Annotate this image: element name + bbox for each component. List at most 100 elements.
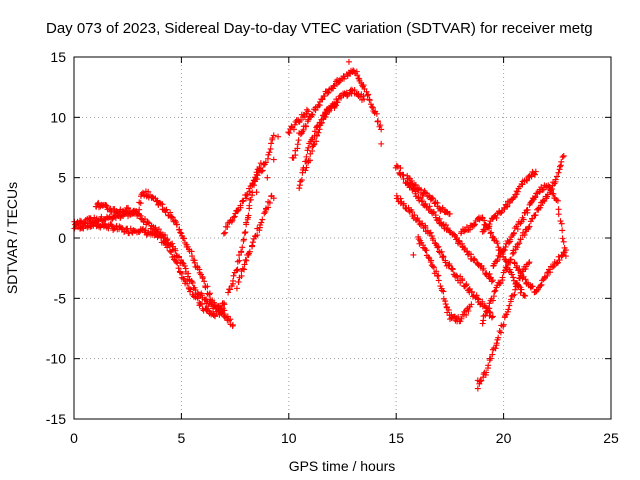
data-point: [511, 291, 518, 298]
data-point: [555, 169, 562, 176]
data-point: [229, 277, 236, 284]
data-point: [76, 217, 83, 224]
y-tick-label: -15: [46, 411, 66, 427]
data-point: [439, 205, 446, 212]
data-point: [145, 188, 152, 195]
data-point: [241, 266, 248, 273]
data-point: [508, 271, 515, 278]
y-tick-label: 5: [58, 170, 66, 186]
grid-lines: [74, 57, 611, 419]
data-point: [536, 189, 543, 196]
data-point: [449, 266, 456, 273]
data-point: [430, 264, 437, 271]
data-point: [189, 279, 196, 286]
data-point: [517, 236, 524, 243]
data-point: [458, 315, 465, 322]
data-point: [474, 377, 481, 384]
data-point: [246, 188, 253, 195]
data-point: [412, 190, 419, 197]
data-point: [192, 286, 199, 293]
data-point: [173, 258, 180, 265]
data-point: [155, 226, 162, 233]
data-point: [172, 247, 179, 254]
data-point: [249, 242, 256, 249]
data-point: [206, 291, 213, 298]
data-point: [516, 266, 523, 273]
data-point: [204, 283, 211, 290]
data-point: [268, 140, 275, 147]
data-point: [489, 297, 496, 304]
data-point: [226, 286, 233, 293]
data-point: [503, 311, 510, 318]
data-point: [239, 198, 246, 205]
data-point: [506, 236, 513, 243]
data-point: [238, 248, 245, 255]
data-point: [510, 274, 517, 281]
data-point: [330, 82, 337, 89]
data-point: [524, 206, 531, 213]
data-point: [482, 312, 489, 319]
data-point: [242, 256, 249, 263]
data-point: [459, 240, 466, 247]
data-point: [430, 237, 437, 244]
data-point: [489, 313, 496, 320]
data-point: [184, 280, 191, 287]
data-point: [474, 385, 481, 392]
data-point: [254, 172, 261, 179]
data-point: [87, 223, 94, 230]
data-point: [246, 248, 253, 255]
data-point: [400, 201, 407, 208]
data-point: [442, 259, 449, 266]
data-point: [544, 269, 551, 276]
data-point: [430, 208, 437, 215]
data-point: [294, 141, 301, 148]
data-point: [470, 255, 477, 262]
data-point: [201, 278, 208, 285]
data-point: [559, 235, 566, 242]
data-point: [270, 132, 277, 139]
data-point: [267, 145, 274, 152]
data-point: [442, 301, 449, 308]
data-point: [471, 256, 478, 263]
data-point: [230, 272, 237, 279]
data-point: [455, 313, 462, 320]
data-point: [227, 316, 234, 323]
data-point: [440, 288, 447, 295]
data-point: [241, 230, 248, 237]
data-point: [230, 214, 237, 221]
data-point: [510, 249, 517, 256]
data-point: [240, 236, 247, 243]
data-point: [286, 130, 293, 137]
data-point: [221, 301, 228, 308]
data-point: [560, 238, 567, 245]
data-point: [218, 305, 225, 312]
data-point: [433, 268, 440, 275]
data-point: [489, 277, 496, 284]
data-point: [493, 214, 500, 221]
data-point: [516, 240, 523, 247]
data-point: [239, 265, 246, 272]
data-point: [144, 219, 151, 226]
data-point: [239, 244, 246, 251]
data-point: [497, 329, 504, 336]
x-tick-label: 15: [388, 430, 404, 446]
data-point: [169, 214, 176, 221]
data-point: [518, 286, 525, 293]
data-point: [493, 340, 500, 347]
data-point: [446, 210, 453, 217]
data-point: [526, 223, 533, 230]
data-point: [528, 173, 535, 180]
data-point: [243, 257, 250, 264]
data-point: [235, 278, 242, 285]
x-tick-label: 10: [281, 430, 297, 446]
data-point: [266, 149, 273, 156]
data-point: [152, 224, 159, 231]
data-point: [446, 262, 453, 269]
data-point: [249, 239, 256, 246]
data-point: [196, 302, 203, 309]
data-point: [251, 182, 258, 189]
data-point: [378, 140, 385, 147]
data-point: [173, 221, 180, 228]
data-point: [393, 162, 400, 169]
